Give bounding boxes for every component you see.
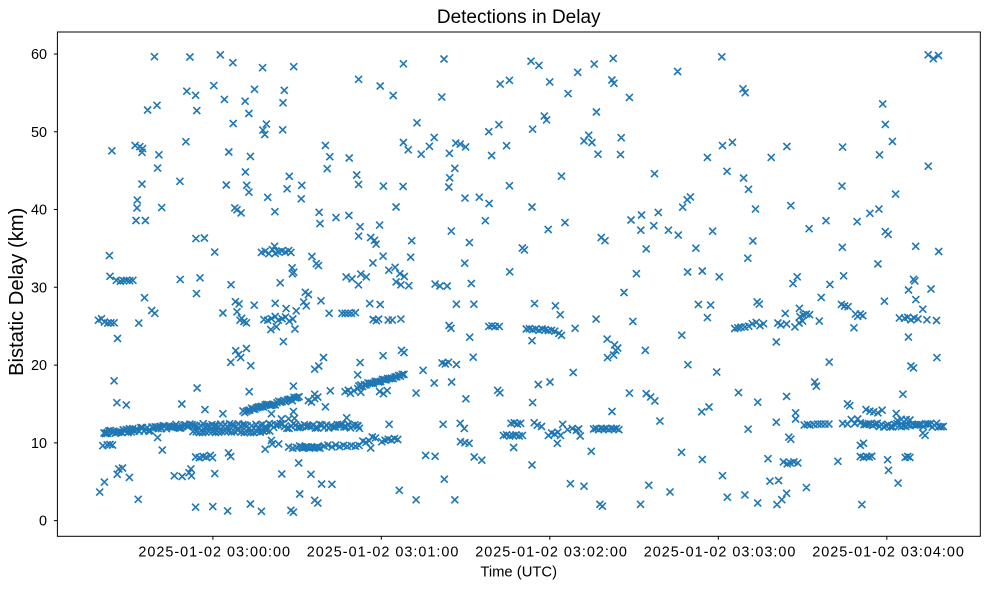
- svg-text:2025-01-02 03:04:00: 2025-01-02 03:04:00: [812, 545, 965, 561]
- svg-text:2025-01-02 03:02:00: 2025-01-02 03:02:00: [475, 545, 628, 561]
- svg-text:Bistatic Delay (km): Bistatic Delay (km): [6, 208, 28, 376]
- svg-text:0: 0: [39, 514, 47, 530]
- svg-text:2025-01-02 03:00:00: 2025-01-02 03:00:00: [138, 545, 291, 561]
- svg-text:10: 10: [31, 436, 47, 452]
- svg-text:30: 30: [31, 280, 47, 296]
- svg-text:2025-01-02 03:01:00: 2025-01-02 03:01:00: [307, 545, 460, 561]
- svg-text:2025-01-02 03:03:00: 2025-01-02 03:03:00: [644, 545, 797, 561]
- svg-text:20: 20: [31, 358, 47, 374]
- svg-text:Time (UTC): Time (UTC): [480, 564, 557, 580]
- svg-text:40: 40: [31, 203, 47, 219]
- svg-text:60: 60: [31, 47, 47, 63]
- svg-text:50: 50: [31, 125, 47, 141]
- svg-text:Detections in Delay: Detections in Delay: [437, 7, 601, 28]
